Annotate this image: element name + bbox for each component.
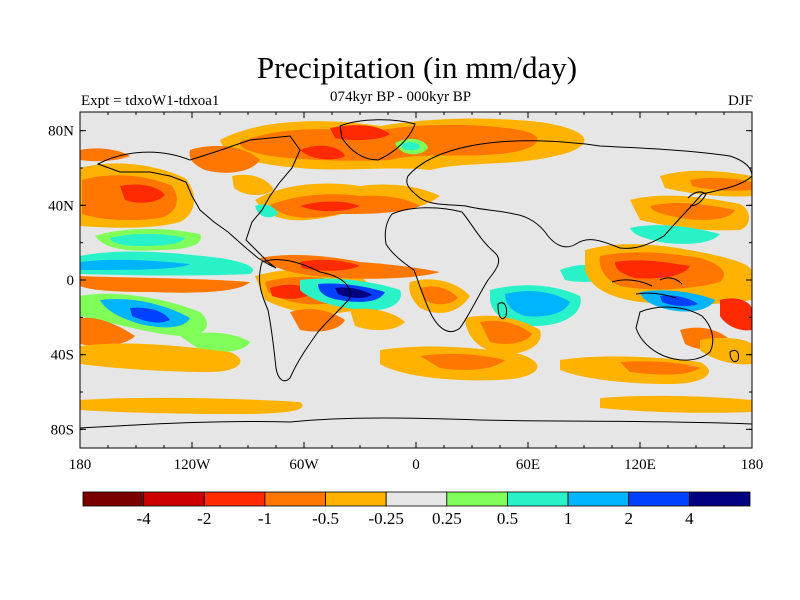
anomaly-region [120, 184, 165, 203]
coastline-eurasia [406, 140, 752, 249]
colorbar-label: 0.5 [497, 509, 518, 528]
colorbar-label: 4 [685, 509, 694, 528]
anomaly-region [300, 259, 360, 271]
anomaly-region [650, 203, 735, 220]
anomaly-region [660, 295, 698, 307]
anomaly-region [110, 233, 185, 246]
colorbar-swatch [385, 491, 448, 507]
lon-tick-label: 120E [624, 457, 656, 473]
colorbar-label: 2 [624, 509, 633, 528]
anomaly-region [300, 145, 345, 160]
anomaly-fields [80, 118, 752, 414]
coastline-madagascar [497, 302, 507, 320]
colorbar-swatch [628, 491, 690, 507]
anomaly-region [630, 225, 720, 244]
anomaly-region [255, 204, 278, 218]
lon-tick-label: 180 [741, 457, 764, 473]
map-axes: 80N 40N 0 40S 80S 180 120W 60W 0 60E 120E 180 [48, 112, 763, 473]
coastline-africa [384, 207, 500, 332]
anomaly-region [420, 353, 505, 370]
anomaly-region [80, 397, 303, 414]
anomaly-region [615, 260, 690, 279]
colorbar-label: 0.25 [432, 509, 462, 528]
anomaly-region [80, 276, 250, 293]
colorbar-swatch [82, 491, 145, 507]
anomaly-region [80, 259, 190, 270]
colorbar-swatch [325, 491, 387, 507]
lat-tick-label: 80S [51, 422, 74, 438]
coastline-greenland [339, 119, 416, 161]
colorbar: -4 -2 -1 -0.5 -0.25 0.25 0.5 1 2 4 [82, 491, 751, 528]
anomaly-region [130, 307, 170, 323]
lon-tick-label: 60E [516, 457, 540, 473]
lat-tick-label: 40S [51, 348, 74, 364]
colorbar-label: -2 [197, 509, 211, 528]
coastline-japan [687, 191, 707, 207]
anomaly-region [620, 361, 700, 375]
anomaly-region [720, 298, 752, 331]
colorbar-label: -0.25 [368, 509, 403, 528]
anomaly-region [690, 177, 752, 191]
colorbar-swatch [264, 491, 326, 507]
anomaly-region [180, 332, 250, 352]
colorbar-swatch [688, 491, 751, 507]
coastline-south-america [259, 259, 351, 382]
lon-tick-label: 60W [289, 457, 319, 473]
colorbar-label: -0.5 [312, 509, 339, 528]
anomaly-region [420, 286, 458, 305]
colorbar-swatch [143, 491, 205, 507]
colorbar-label: -4 [137, 509, 152, 528]
anomaly-region [80, 343, 241, 372]
lat-tick-label: 80N [48, 124, 74, 140]
anomaly-region [600, 395, 752, 413]
coastline-antarctica [80, 417, 752, 429]
anomaly-region [290, 309, 345, 332]
anomaly-region [189, 145, 260, 173]
period-label: 074kyr BP - 000kyr BP [330, 89, 472, 105]
colorbar-swatch [507, 491, 569, 507]
lat-tick-label: 0 [67, 273, 75, 289]
lon-tick-label: 0 [412, 457, 420, 473]
anomaly-region [480, 320, 532, 344]
anomaly-region [300, 201, 360, 212]
anomaly-region [700, 337, 752, 365]
experiment-label: Expt = tdxoW1-tdxoa1 [81, 93, 220, 109]
lat-tick-label: 40N [48, 198, 74, 214]
coastline-indonesia [611, 277, 683, 299]
anomaly-region [80, 148, 130, 162]
lon-tick-label: 180 [69, 457, 92, 473]
coastlines [80, 119, 752, 429]
anomaly-region [80, 317, 135, 346]
coastline-australia [635, 306, 714, 361]
colorbar-label: 1 [564, 509, 573, 528]
anomaly-region [335, 287, 372, 298]
coastline-new-zealand [729, 349, 739, 363]
plot-title: Precipitation (in mm/day) [256, 50, 578, 85]
anomaly-region [330, 125, 390, 141]
colorbar-label: -1 [258, 509, 272, 528]
anomaly-region [400, 142, 420, 151]
colorbar-swatch [446, 491, 508, 507]
season-label: DJF [727, 93, 753, 109]
coastline-north-america [96, 135, 301, 269]
colorbar-swatch [203, 491, 266, 507]
lon-tick-label: 120W [174, 457, 212, 473]
colorbar-swatch [567, 491, 630, 507]
anomaly-region [232, 174, 274, 196]
anomaly-region [350, 308, 405, 331]
anomaly-region [505, 291, 570, 317]
